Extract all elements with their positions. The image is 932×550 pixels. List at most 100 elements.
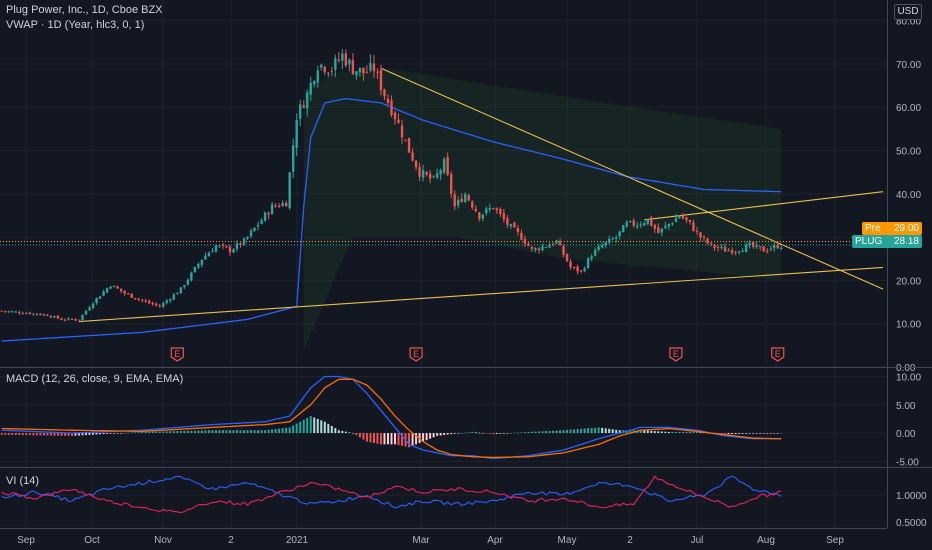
candle-body[interactable] <box>506 218 509 225</box>
candle-body[interactable] <box>569 261 572 268</box>
candle-body[interactable] <box>162 303 165 307</box>
candle-body[interactable] <box>323 66 326 73</box>
candle-body[interactable] <box>218 245 221 247</box>
candle-body[interactable] <box>119 288 123 292</box>
candle-body[interactable] <box>18 312 21 314</box>
vi-legend[interactable]: VI (14) <box>6 475 40 487</box>
candle-body[interactable] <box>98 296 102 299</box>
candle-body[interactable] <box>509 224 513 227</box>
candle-body[interactable] <box>0 310 3 312</box>
candle-body[interactable] <box>133 298 137 300</box>
candle-body[interactable] <box>313 81 316 85</box>
candle-body[interactable] <box>576 266 579 272</box>
candle-body[interactable] <box>632 220 635 226</box>
candle-body[interactable] <box>88 307 91 311</box>
candle-body[interactable] <box>706 238 709 244</box>
candle-body[interactable] <box>660 228 664 233</box>
candle-body[interactable] <box>702 236 706 238</box>
candle-body[interactable] <box>681 215 685 219</box>
candle-body[interactable] <box>11 311 14 313</box>
candle-body[interactable] <box>541 246 544 251</box>
candle-body[interactable] <box>674 218 678 222</box>
candle-body[interactable] <box>116 286 119 289</box>
candle-body[interactable] <box>81 314 84 321</box>
candle-body[interactable] <box>622 225 625 233</box>
candle-body[interactable] <box>270 204 274 215</box>
candle-body[interactable] <box>558 241 562 246</box>
candle-body[interactable] <box>555 240 558 244</box>
candle-body[interactable] <box>225 245 228 248</box>
candle-body[interactable] <box>112 285 116 288</box>
candle-body[interactable] <box>242 238 246 245</box>
candle-body[interactable] <box>246 236 249 239</box>
candle-body[interactable] <box>362 67 365 74</box>
candle-body[interactable] <box>520 232 523 240</box>
candle-body[interactable] <box>35 313 39 315</box>
candle-body[interactable] <box>200 259 204 265</box>
candle-body[interactable] <box>435 173 439 178</box>
earnings-marker[interactable] <box>409 347 423 362</box>
candle-body[interactable] <box>320 64 323 68</box>
candle-body[interactable] <box>4 311 7 313</box>
candle-body[interactable] <box>604 242 607 246</box>
candle-body[interactable] <box>393 112 397 120</box>
symbol-title[interactable]: Plug Power, Inc., 1D, Cboe BZX <box>6 4 163 16</box>
candle-body[interactable] <box>432 176 435 178</box>
candle-body[interactable] <box>471 201 474 208</box>
candle-body[interactable] <box>21 313 25 315</box>
candle-body[interactable] <box>713 244 716 248</box>
candle-body[interactable] <box>284 202 288 207</box>
candle-body[interactable] <box>306 92 309 109</box>
candle-body[interactable] <box>765 250 769 252</box>
candle-body[interactable] <box>179 287 183 294</box>
candle-body[interactable] <box>263 212 267 221</box>
candle-body[interactable] <box>643 223 646 226</box>
candle-body[interactable] <box>615 237 618 239</box>
candle-body[interactable] <box>60 318 63 320</box>
candle-body[interactable] <box>141 299 144 301</box>
candle-body[interactable] <box>109 286 112 289</box>
candle-body[interactable] <box>407 137 411 153</box>
candle-body[interactable] <box>211 251 214 253</box>
candle-body[interactable] <box>53 316 56 318</box>
candle-body[interactable] <box>442 159 446 173</box>
candle-body[interactable] <box>105 288 109 293</box>
candle-body[interactable] <box>495 208 499 211</box>
candle-body[interactable] <box>28 312 32 315</box>
candle-body[interactable] <box>751 242 755 247</box>
candle-body[interactable] <box>723 246 727 252</box>
candle-body[interactable] <box>7 311 10 313</box>
candle-body[interactable] <box>653 225 657 229</box>
candle-body[interactable] <box>607 238 611 243</box>
candle-body[interactable] <box>646 218 650 225</box>
candle-body[interactable] <box>579 270 583 272</box>
candle-body[interactable] <box>253 227 256 231</box>
candle-body[interactable] <box>414 160 418 168</box>
candle-body[interactable] <box>302 105 305 108</box>
candle-body[interactable] <box>474 208 477 212</box>
candle-body[interactable] <box>348 59 351 65</box>
candle-body[interactable] <box>221 244 225 246</box>
candle-body[interactable] <box>56 315 60 319</box>
candle-body[interactable] <box>583 268 586 272</box>
candle-body[interactable] <box>499 208 502 214</box>
candle-body[interactable] <box>274 205 277 207</box>
candle-body[interactable] <box>299 104 302 119</box>
candle-body[interactable] <box>758 246 762 248</box>
vwap-legend[interactable]: VWAP · 1D (Year, hlc3, 0, 1) <box>6 19 145 31</box>
candle-body[interactable] <box>190 272 193 281</box>
candle-body[interactable] <box>337 59 341 61</box>
candle-body[interactable] <box>288 172 291 209</box>
candle-body[interactable] <box>460 198 463 202</box>
candle-body[interactable] <box>341 53 344 61</box>
candle-body[interactable] <box>744 244 748 252</box>
candle-body[interactable] <box>63 319 67 321</box>
candle-body[interactable] <box>611 238 614 240</box>
candle-body[interactable] <box>762 246 765 252</box>
candle-body[interactable] <box>169 299 172 301</box>
candle-body[interactable] <box>239 243 242 245</box>
candle-body[interactable] <box>492 208 495 210</box>
candle-body[interactable] <box>14 311 18 313</box>
candle-body[interactable] <box>453 194 456 207</box>
candle-body[interactable] <box>769 248 772 250</box>
